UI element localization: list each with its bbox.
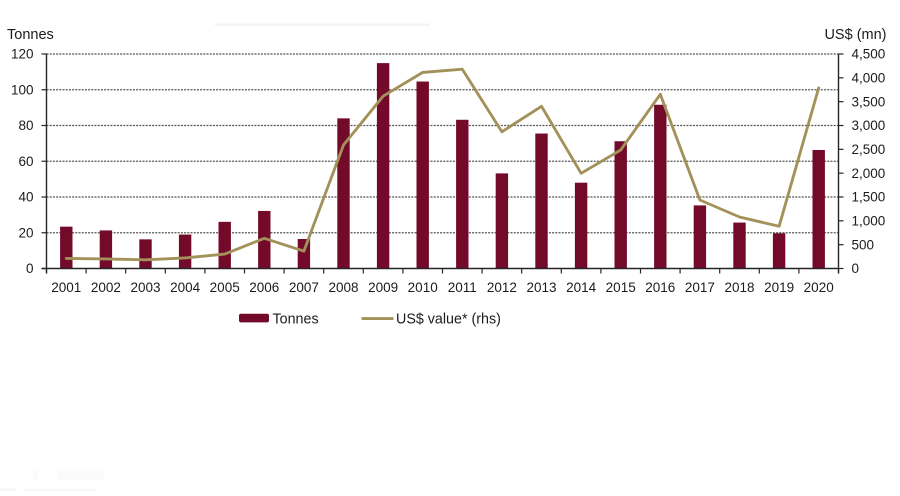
svg-text:2015: 2015: [606, 280, 636, 295]
svg-text:0: 0: [852, 261, 860, 276]
svg-text:2,500: 2,500: [852, 142, 886, 157]
svg-text:2003: 2003: [130, 280, 160, 295]
svg-text:1,500: 1,500: [852, 190, 886, 205]
svg-text:US$ (mn): US$ (mn): [824, 27, 886, 43]
svg-text:60: 60: [18, 154, 33, 169]
svg-text:2007: 2007: [289, 280, 319, 295]
svg-text:100: 100: [11, 82, 34, 97]
svg-text:0: 0: [26, 261, 34, 276]
svg-text:2,000: 2,000: [852, 166, 886, 181]
svg-text:Tonnes: Tonnes: [7, 27, 54, 43]
svg-text:3,000: 3,000: [852, 118, 886, 133]
svg-text:40: 40: [18, 190, 33, 205]
svg-text:2004: 2004: [170, 280, 201, 295]
svg-text:2005: 2005: [210, 280, 240, 295]
svg-text:3,500: 3,500: [852, 94, 886, 109]
svg-text:20: 20: [18, 225, 33, 240]
svg-text:2019: 2019: [764, 280, 794, 295]
svg-text:1,000: 1,000: [852, 214, 886, 229]
svg-text:2017: 2017: [685, 280, 715, 295]
svg-text:2010: 2010: [408, 280, 438, 295]
svg-text:2011: 2011: [448, 280, 477, 295]
svg-text:2020: 2020: [804, 280, 834, 295]
svg-text:4,500: 4,500: [852, 47, 886, 62]
svg-text:2018: 2018: [724, 280, 754, 295]
svg-text:80: 80: [18, 118, 33, 133]
svg-text:2009: 2009: [368, 280, 398, 295]
svg-text:2013: 2013: [526, 280, 556, 295]
svg-text:2016: 2016: [645, 280, 675, 295]
svg-text:2008: 2008: [328, 280, 358, 295]
svg-text:4,000: 4,000: [852, 71, 886, 86]
svg-text:Tonnes: Tonnes: [273, 311, 319, 327]
svg-text:2001: 2001: [51, 280, 81, 295]
svg-text:2014: 2014: [566, 280, 597, 295]
svg-text:120: 120: [11, 47, 34, 62]
svg-text:2006: 2006: [249, 280, 279, 295]
svg-text:2012: 2012: [487, 280, 517, 295]
svg-text:2002: 2002: [91, 280, 121, 295]
svg-text:500: 500: [852, 237, 875, 252]
svg-text:US$ value* (rhs): US$ value* (rhs): [396, 311, 501, 327]
